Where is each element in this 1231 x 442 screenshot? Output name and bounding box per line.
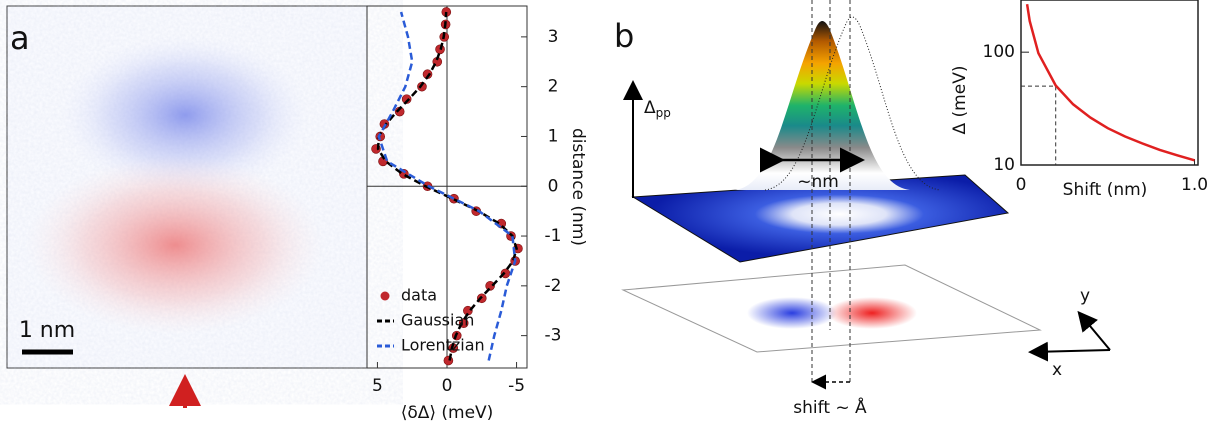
y-tick-label: -2: [545, 276, 562, 296]
y-tick-label: -3: [545, 326, 562, 346]
data-point: [417, 81, 427, 92]
legend-marker: [380, 291, 390, 301]
red-lobe: [25, 155, 325, 335]
y-tick-label: 3: [548, 27, 559, 47]
axis-label: y: [1080, 286, 1090, 306]
guide-line: [1021, 85, 1057, 165]
symbol: Δ: [644, 98, 656, 118]
curve: [1025, 4, 1195, 162]
y-axis-label: Δ (meV): [950, 66, 970, 135]
y-tick-label: 0: [548, 176, 559, 196]
panel-label: a: [10, 19, 30, 57]
y-tick-label: 1: [548, 126, 559, 146]
y-tick-label: -1: [545, 226, 562, 246]
x-axis-label: ⟨δΔ⟩ (meV): [401, 403, 494, 423]
scale-bar-label: 1 nm: [19, 318, 75, 343]
width-label: ~nm: [797, 172, 839, 192]
blue-blob: [747, 297, 837, 329]
legend-label: Lorentzian: [401, 336, 485, 355]
inset-frame: [1020, 0, 1199, 166]
legend-label: Gaussian: [401, 311, 474, 330]
data-point: [401, 94, 412, 104]
blue-lobe: [60, 35, 310, 195]
red-blob: [827, 297, 917, 329]
x-tick-label: 0: [442, 376, 453, 396]
amplitude-label: Δpp: [644, 98, 671, 120]
y-tick-label: 10: [993, 155, 1015, 175]
x-axis-arrow: [1028, 341, 1111, 362]
x-tick-label: 1.0: [1181, 175, 1208, 195]
subscript: pp: [656, 106, 671, 120]
y-tick-label: 2: [548, 77, 559, 97]
data-point: [485, 281, 495, 291]
shifted-peak: [764, 16, 941, 191]
shift-label: shift ~ Å: [793, 396, 867, 418]
legend-label: data: [401, 286, 437, 305]
gaussian-peak: [735, 21, 910, 190]
y-tick-label: 100: [983, 42, 1015, 62]
y-axis-label: distance (nm): [568, 128, 588, 246]
y-axis-arrow: [1077, 310, 1111, 351]
x-axis-label: Shift (nm): [1063, 180, 1148, 200]
x-tick-label: 0: [1016, 175, 1027, 195]
x-tick-label: 5: [372, 376, 383, 396]
guide-lines: [811, 0, 851, 385]
x-tick-label: -5: [508, 376, 525, 396]
axis-label: x: [1052, 360, 1062, 380]
fit-line: [376, 11, 518, 361]
data-point: [443, 355, 454, 366]
fit-line: [377, 11, 517, 361]
panel-label: b: [614, 17, 634, 55]
